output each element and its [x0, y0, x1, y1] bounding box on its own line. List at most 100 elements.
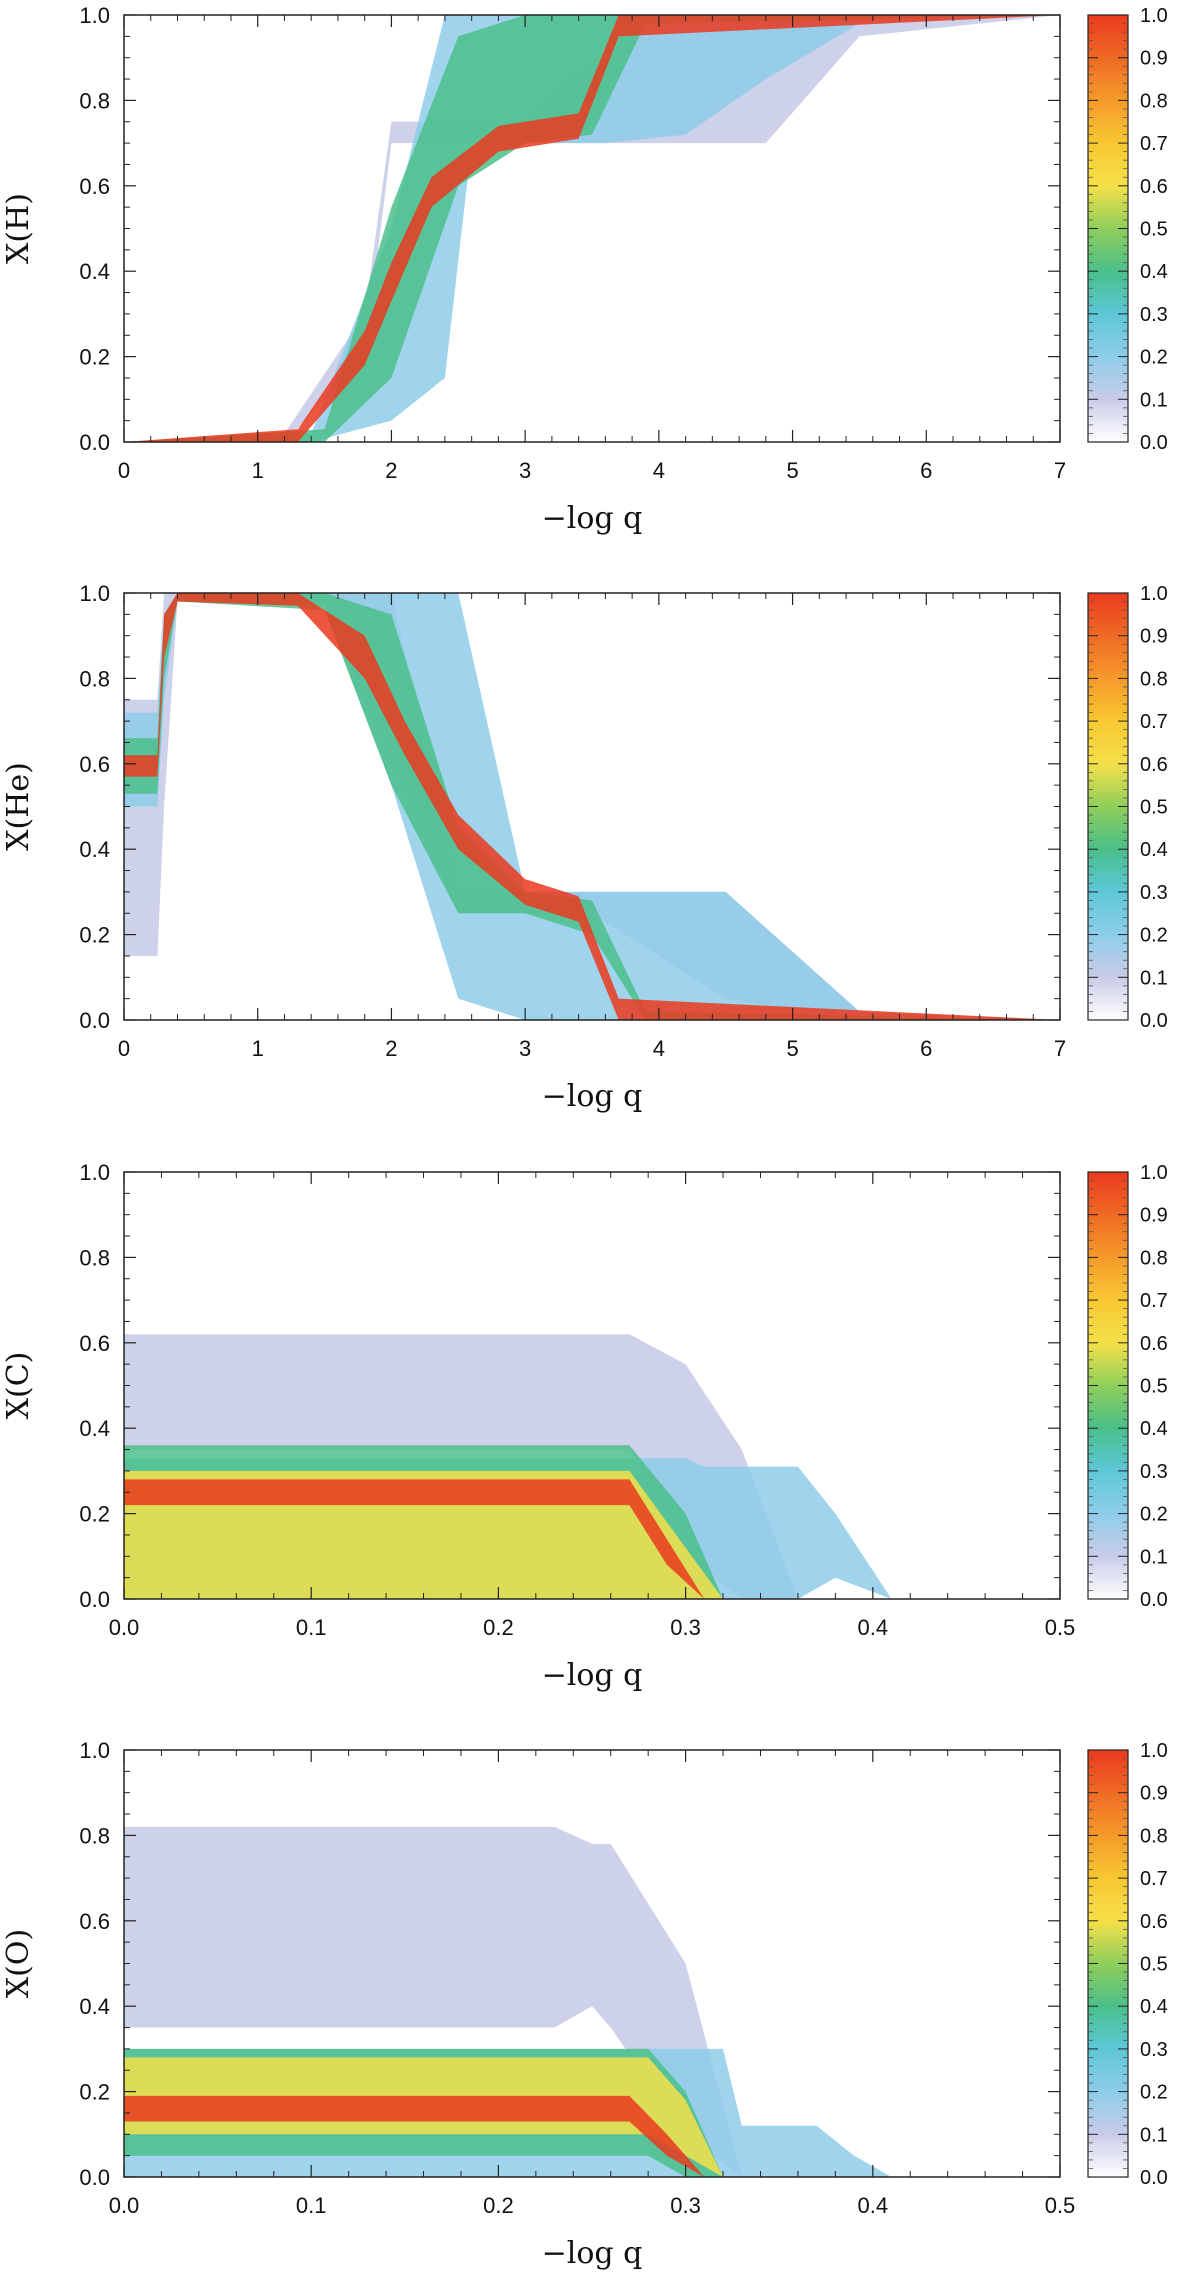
y-tick-label: 0.8 — [79, 1823, 110, 1848]
colorbar-tick-label: 0.6 — [1140, 754, 1168, 776]
x-tick-label: 0.4 — [858, 2193, 889, 2218]
colorbar-tick-label: 0.3 — [1140, 1461, 1168, 1483]
series-density-peak — [124, 1479, 1060, 1599]
colorbar-tick-label: 1.0 — [1140, 5, 1168, 27]
colorbar-tick-label: 0.8 — [1140, 1247, 1168, 1269]
x-tick-label: 2 — [385, 458, 397, 483]
x-tick-label: 0.2 — [483, 2193, 514, 2218]
series-density-peak — [124, 593, 1060, 1020]
panel-3: 0.0 0.1 0.2 0.3 0.4 0.5 0.0 0.2 0.4 0.6 0.8 1.0 −log… — [1, 1160, 1168, 1693]
colorbar-tick-label: 0.2 — [1140, 925, 1168, 947]
colorbar-tick-label: 0.8 — [1140, 90, 1168, 112]
x-tick-label: 0.3 — [670, 1615, 701, 1640]
x-tick-label: 0.2 — [483, 1615, 514, 1640]
plot-area — [124, 15, 1060, 442]
colorbar-tick-label: 0.3 — [1140, 882, 1168, 904]
colorbar-tick-label: 0.4 — [1140, 261, 1168, 283]
colorbar-tick-label: 0.5 — [1140, 1376, 1168, 1398]
y-tick-label: 0.4 — [79, 1994, 110, 2019]
colorbar: 0.0 0.1 0.2 0.3 0.4 0.5 0.6 0.7 0.8 0.9 1.0 — [1087, 5, 1168, 454]
colorbar-tick-label: 0.5 — [1140, 219, 1168, 241]
series-density-peak — [124, 2095, 1060, 2177]
panel-2: 0 1 2 3 4 5 6 7 0.0 0.2 0.4 0.6 0.8 1.0 −log q X(He) 0.0… — [1, 581, 1168, 1114]
colorbar-tick-label: 0.9 — [1140, 1783, 1168, 1805]
plot-area — [124, 1826, 1060, 2177]
panel-4: 0.0 0.1 0.2 0.3 0.4 0.5 0.0 0.2 0.4 0.6 0.8 1.0 −log… — [1, 1738, 1168, 2271]
y-axis-label: X(H) — [1, 193, 36, 264]
colorbar-tick-label: 0.4 — [1140, 1996, 1168, 2018]
colorbar-tick-label: 0.7 — [1140, 133, 1168, 155]
y-axis-label: X(O) — [1, 1929, 36, 1998]
colorbar-tick-label: 0.6 — [1140, 176, 1168, 198]
x-tick-label: 7 — [1054, 458, 1066, 483]
x-tick-label: 1 — [252, 1036, 264, 1061]
y-tick-label: 0.4 — [79, 1416, 110, 1441]
plot-area — [124, 593, 1060, 1020]
series-density-low — [124, 1826, 1060, 2177]
x-tick-label: 2 — [385, 1036, 397, 1061]
colorbar-tick-label: 0.1 — [1140, 967, 1168, 989]
colorbar-tick-label: 0.0 — [1140, 1589, 1168, 1611]
colorbar-tick-label: 0.8 — [1140, 668, 1168, 690]
x-tick-label: 0.1 — [296, 1615, 327, 1640]
colorbar-tick-label: 0.7 — [1140, 711, 1168, 733]
y-tick-label: 0.6 — [79, 174, 110, 199]
y-tick-label: 0.2 — [79, 2080, 110, 2105]
x-tick-label: 5 — [786, 1036, 798, 1061]
y-tick-label: 0.6 — [79, 1331, 110, 1356]
panel-1: 0 1 2 3 4 5 6 70.00.20.40.60.81.0−log qX(H)0.00… — [1, 3, 1168, 536]
colorbar-tick-label: 0.4 — [1140, 1418, 1168, 1440]
x-tick-label: 4 — [653, 1036, 665, 1061]
colorbar: 0.0 0.1 0.2 0.3 0.4 0.5 0.6 0.7 0.8 0.9 1.0 — [1087, 583, 1168, 1032]
colorbar-tick-label: 0.1 — [1140, 2124, 1168, 2146]
x-tick-label: 0.5 — [1045, 1615, 1076, 1640]
colorbar-tick-label: 0.9 — [1140, 1205, 1168, 1227]
x-tick-label: 1 — [252, 458, 264, 483]
x-axis-label: −log q — [542, 2236, 643, 2271]
y-tick-label: 1.0 — [79, 1160, 110, 1185]
colorbar: 0.0 0.1 0.2 0.3 0.4 0.5 0.6 0.7 0.8 0.9 1.0 — [1087, 1740, 1168, 2189]
colorbar: 0.0 0.1 0.2 0.3 0.4 0.5 0.6 0.7 0.8 0.9 1.0 — [1087, 1162, 1168, 1611]
series-density-peak — [124, 15, 1060, 442]
x-tick-label: 5 — [786, 458, 798, 483]
colorbar-tick-label: 1.0 — [1140, 1162, 1168, 1184]
colorbar-tick-label: 0.3 — [1140, 2039, 1168, 2061]
colorbar-tick-label: 0.6 — [1140, 1911, 1168, 1933]
colorbar-tick-label: 0.9 — [1140, 626, 1168, 648]
x-tick-label: 3 — [519, 1036, 531, 1061]
series-density-green — [124, 15, 1060, 442]
y-axis-label: X(He) — [1, 762, 36, 851]
y-tick-label: 0.4 — [79, 259, 110, 284]
x-tick-label: 3 — [519, 458, 531, 483]
x-tick-label: 0.1 — [296, 2193, 327, 2218]
y-tick-label: 0.0 — [79, 1008, 110, 1033]
colorbar-tick-label: 0.5 — [1140, 797, 1168, 819]
series-density-mid — [124, 593, 1060, 1020]
x-tick-label: 0.5 — [1045, 2193, 1076, 2218]
y-tick-label: 1.0 — [79, 581, 110, 606]
colorbar-tick-label: 1.0 — [1140, 1740, 1168, 1762]
y-tick-label: 0.8 — [79, 88, 110, 113]
colorbar-tick-label: 0.7 — [1140, 1290, 1168, 1312]
colorbar-tick-label: 0.0 — [1140, 2167, 1168, 2189]
colorbar-tick-label: 0.6 — [1140, 1333, 1168, 1355]
y-tick-label: 0.2 — [79, 345, 110, 370]
colorbar-tick-label: 0.2 — [1140, 1504, 1168, 1526]
series-density-low — [124, 1334, 1060, 1599]
colorbar-tick-label: 0.7 — [1140, 1868, 1168, 1890]
colorbar-tick-label: 0.4 — [1140, 839, 1168, 861]
x-tick-label: 7 — [1054, 1036, 1066, 1061]
y-tick-label: 0.8 — [79, 666, 110, 691]
x-tick-label: 4 — [653, 458, 665, 483]
x-tick-label: 0 — [118, 458, 130, 483]
y-tick-label: 0.0 — [79, 1587, 110, 1612]
y-tick-label: 1.0 — [79, 1738, 110, 1763]
colorbar-tick-label: 0.2 — [1140, 2082, 1168, 2104]
colorbar-tick-label: 0.5 — [1140, 1954, 1168, 1976]
y-tick-label: 0.0 — [79, 430, 110, 455]
y-axis-label: X(C) — [1, 1352, 36, 1420]
colorbar-tick-label: 0.0 — [1140, 1010, 1168, 1032]
x-tick-label: 0.0 — [109, 1615, 140, 1640]
y-tick-label: 1.0 — [79, 3, 110, 28]
